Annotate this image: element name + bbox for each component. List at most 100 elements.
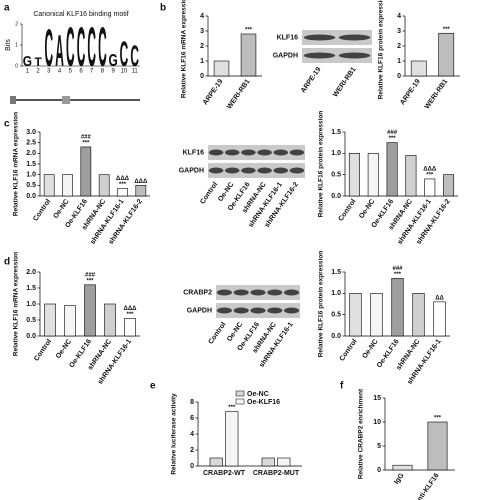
y-tick-label: 3 <box>200 28 204 35</box>
blot-row-label: GAPDH <box>187 307 212 314</box>
significance-label: ΔΔΔ <box>116 176 130 182</box>
y-tick-label: 0.0 <box>26 193 36 200</box>
blot-row-label: KLF16 <box>277 34 299 41</box>
bar <box>84 284 96 337</box>
y-tick-label: 0 <box>190 463 194 470</box>
y-axis-title: Relative KLF16 mRNA expression <box>181 0 188 98</box>
y-tick-label: 2.0 <box>26 150 36 157</box>
panel-letter: c <box>4 119 10 130</box>
significance-label: ΔΔ <box>435 295 444 301</box>
y-tick-label: 1.5 <box>26 161 36 168</box>
blot-row-label: GAPDH <box>273 52 298 59</box>
logo-letter: G <box>23 53 32 69</box>
y-tick-label: 10 <box>373 419 381 426</box>
bar <box>44 303 56 337</box>
significance-label: ### <box>392 266 403 272</box>
bar <box>240 33 257 77</box>
bar <box>427 421 448 471</box>
logo-letter: T <box>34 55 42 69</box>
blot-band <box>338 34 371 41</box>
legend-swatch <box>235 398 245 405</box>
x-tick-label: 11 <box>132 69 139 75</box>
blot-band <box>241 149 256 156</box>
y-tick-label: 4 <box>190 431 194 438</box>
legend-swatch <box>235 390 245 397</box>
x-tick-label: 9 <box>112 69 116 75</box>
blot-row <box>302 48 372 63</box>
y-tick-label: 0 <box>397 73 401 80</box>
bar <box>104 303 116 337</box>
y-tick-label: 0.0 <box>331 193 341 200</box>
legend-label: Oe-NC <box>247 391 269 398</box>
promoter-box <box>10 96 16 104</box>
y-tick-label: 2 <box>397 43 401 50</box>
bar <box>410 60 427 77</box>
y-tick-label: 2 <box>200 43 204 50</box>
bar <box>98 174 110 197</box>
blot-band <box>303 34 336 41</box>
panel-letter: b <box>160 3 166 14</box>
blot-band <box>257 167 272 174</box>
blot-band <box>224 167 240 174</box>
y-tick-label: 3 <box>397 28 401 35</box>
logo-letter: C <box>77 15 86 79</box>
y-axis-title: Relative KLF16 protein expression <box>378 0 385 99</box>
y-tick-label: 0.5 <box>26 182 36 189</box>
bar <box>277 457 291 467</box>
significance-label: *** <box>389 136 397 142</box>
significance-label: ### <box>85 272 96 278</box>
y-tick-label: 1.5 <box>331 129 341 136</box>
blot-band <box>216 307 232 314</box>
y-tick-label: 1.0 <box>26 301 36 308</box>
bar <box>392 464 413 471</box>
y-tick-label: 0 <box>15 63 18 69</box>
x-tick-label: 5 <box>69 69 73 75</box>
x-tick-label: 8 <box>101 69 105 75</box>
y-tick-label: 0 <box>377 467 381 474</box>
blot-band <box>241 167 256 174</box>
motif-ylabel: Bits <box>5 39 12 51</box>
bar <box>405 155 417 197</box>
y-axis-title: Relative KLF16 mRNA expression <box>13 112 20 216</box>
blot-row-label: CRABP2 <box>183 289 212 296</box>
bar <box>80 146 92 197</box>
y-tick-label: 0.5 <box>331 312 341 319</box>
bar <box>443 174 455 197</box>
bar <box>424 178 436 197</box>
logo-letter: C <box>98 15 107 79</box>
motif-title: Canonical KLF16 binding motif <box>33 11 128 18</box>
blot-band <box>233 307 249 314</box>
logo-letter: G <box>109 51 118 71</box>
significance-label: *** <box>126 312 134 318</box>
blot-band <box>208 149 224 156</box>
blot-band <box>267 307 283 314</box>
blot-band <box>284 307 300 314</box>
y-tick-label: 4 <box>397 13 401 20</box>
y-tick-label: 0.0 <box>26 333 36 340</box>
y-axis-title: Relative CRABP2 enrichment <box>358 388 365 479</box>
y-axis-title: Relative KLF16 mRNA expression <box>13 252 20 356</box>
x-tick-label: 7 <box>90 69 94 75</box>
bar <box>349 293 362 337</box>
blot-row <box>208 163 305 178</box>
significance-label: ### <box>387 130 398 136</box>
blot-band <box>224 149 240 156</box>
bar <box>438 32 455 77</box>
x-tick-label: 10 <box>121 69 128 75</box>
blot-band <box>250 307 266 314</box>
bar <box>213 60 230 77</box>
y-tick-label: 1.0 <box>331 150 341 157</box>
significance-label: *** <box>426 173 434 179</box>
x-tick-label: 4 <box>58 69 62 75</box>
blot-band <box>338 52 371 59</box>
significance-label: *** <box>86 278 94 284</box>
y-axis-title: Relative KLF16 protein expression <box>318 251 325 358</box>
x-tick-label: 6 <box>79 69 83 75</box>
bar <box>370 293 383 337</box>
y-tick-label: 1.0 <box>331 290 341 297</box>
x-tick-label: CRABP2-MUT <box>253 470 300 477</box>
bar <box>386 142 398 197</box>
y-tick-label: 0.5 <box>331 172 341 179</box>
